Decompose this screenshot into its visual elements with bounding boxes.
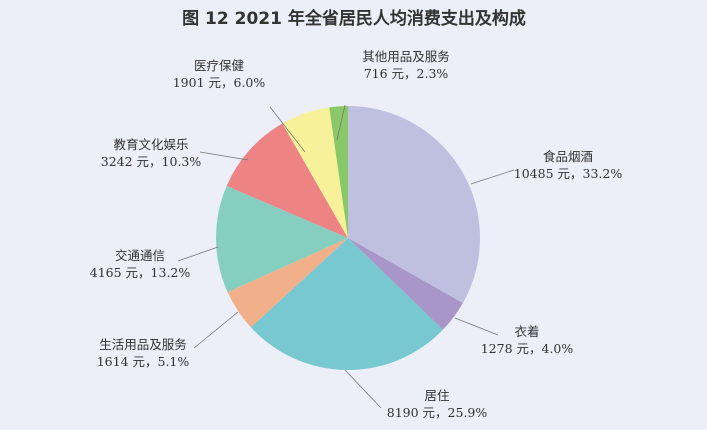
pie-slice-4 xyxy=(216,185,348,293)
leader-line-7 xyxy=(336,104,346,141)
slice-value-label: 10485 元，33.2% xyxy=(514,166,623,181)
slice-value-label: 1901 元，6.0% xyxy=(173,75,266,90)
pie-slice-5 xyxy=(226,123,348,238)
leader-line-2 xyxy=(344,369,382,409)
slice-value-label: 716 元，2.3% xyxy=(364,66,449,81)
slice-value-label: 4165 元，13.2% xyxy=(90,265,191,280)
chart-title: 图 12 2021 年全省居民人均消费支出及构成 xyxy=(182,8,526,29)
slice-value-label: 1278 元，4.0% xyxy=(481,341,574,356)
slice-name-label: 交通通信 xyxy=(115,248,165,263)
pie-slice-1 xyxy=(348,238,463,330)
pie-slice-2 xyxy=(250,238,443,370)
slice-name-label: 衣着 xyxy=(514,324,539,339)
leader-line-1 xyxy=(454,317,499,336)
pie-slice-0 xyxy=(348,106,481,303)
slice-name-label: 居住 xyxy=(424,388,450,403)
pie-slice-6 xyxy=(282,107,348,239)
slice-name-label: 医疗保健 xyxy=(194,58,245,73)
leader-line-4 xyxy=(177,246,219,262)
slice-value-label: 3242 元，10.3% xyxy=(101,154,202,169)
leader-line-3 xyxy=(193,311,239,349)
slice-name-label: 生活用品及服务 xyxy=(99,337,187,352)
slice-name-label: 教育文化娱乐 xyxy=(113,137,188,152)
slice-name-label: 其他用品及服务 xyxy=(362,49,450,64)
leader-line-0 xyxy=(470,169,515,185)
slice-value-label: 1614 元，5.1% xyxy=(97,354,190,369)
slice-value-label: 8190 元，25.9% xyxy=(387,405,488,420)
slice-name-label: 食品烟酒 xyxy=(543,149,593,164)
pie-slice-7 xyxy=(329,106,348,238)
leader-line-5 xyxy=(199,151,249,161)
pie-slice-3 xyxy=(227,238,348,328)
leader-line-6 xyxy=(269,106,306,153)
